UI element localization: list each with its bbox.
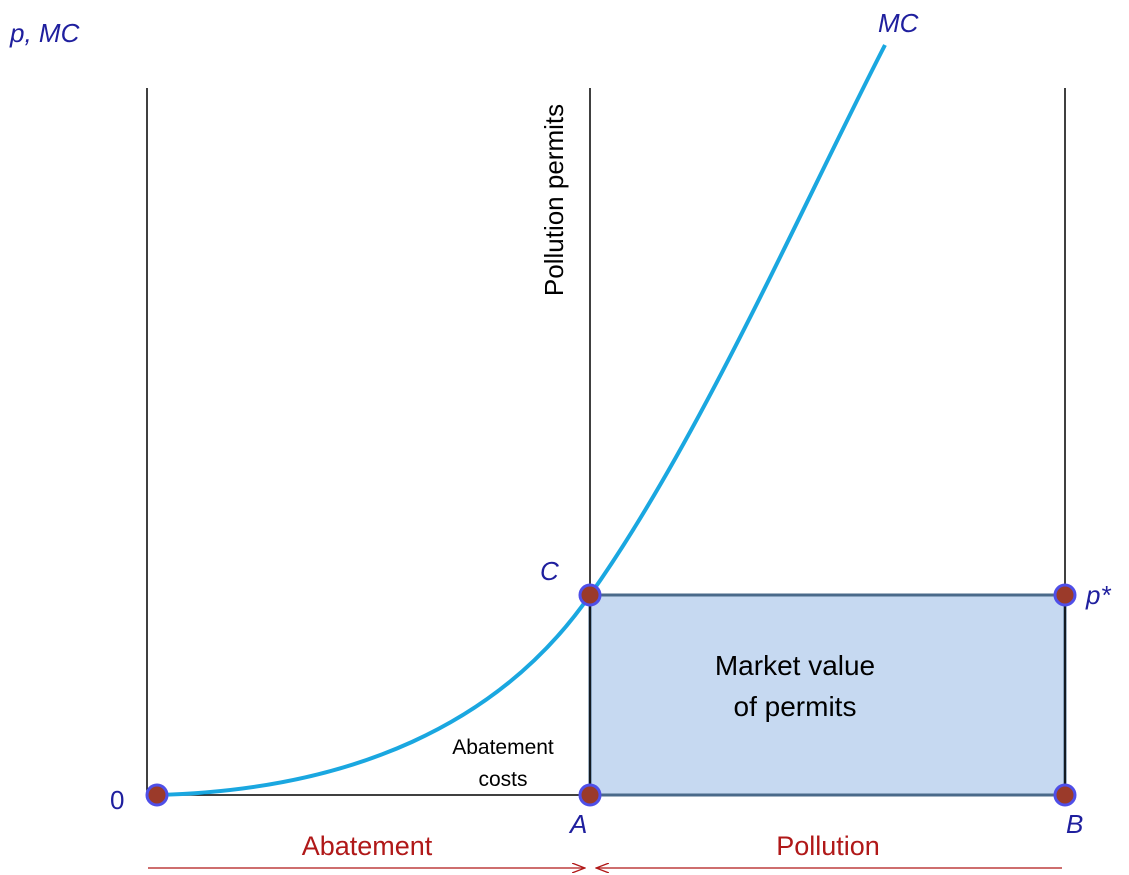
- abatement-costs-label: Abatement: [452, 736, 554, 759]
- point-p: [1053, 583, 1077, 607]
- point-origin: [145, 783, 169, 807]
- point-c-label: C: [540, 556, 559, 586]
- curve-label: MC: [878, 8, 919, 38]
- y-axis-label: p, MC: [9, 18, 80, 48]
- abatement-label: Abatement: [302, 831, 433, 861]
- point-b: [1053, 783, 1077, 807]
- permits-label: Pollution permits: [539, 104, 569, 296]
- abatement-costs-label: costs: [478, 768, 527, 791]
- point-a: [578, 783, 602, 807]
- price-label: p*: [1085, 580, 1111, 610]
- pollution-label: Pollution: [776, 831, 880, 861]
- market-value-label: Market value: [715, 650, 875, 681]
- permit-value-area: [588, 593, 1067, 797]
- market-value-label: of permits: [734, 691, 857, 722]
- points: [145, 583, 1077, 807]
- origin-label: 0: [110, 785, 124, 815]
- point-c: [578, 583, 602, 607]
- point-b-label: B: [1066, 809, 1083, 839]
- point-a-label: A: [568, 809, 587, 839]
